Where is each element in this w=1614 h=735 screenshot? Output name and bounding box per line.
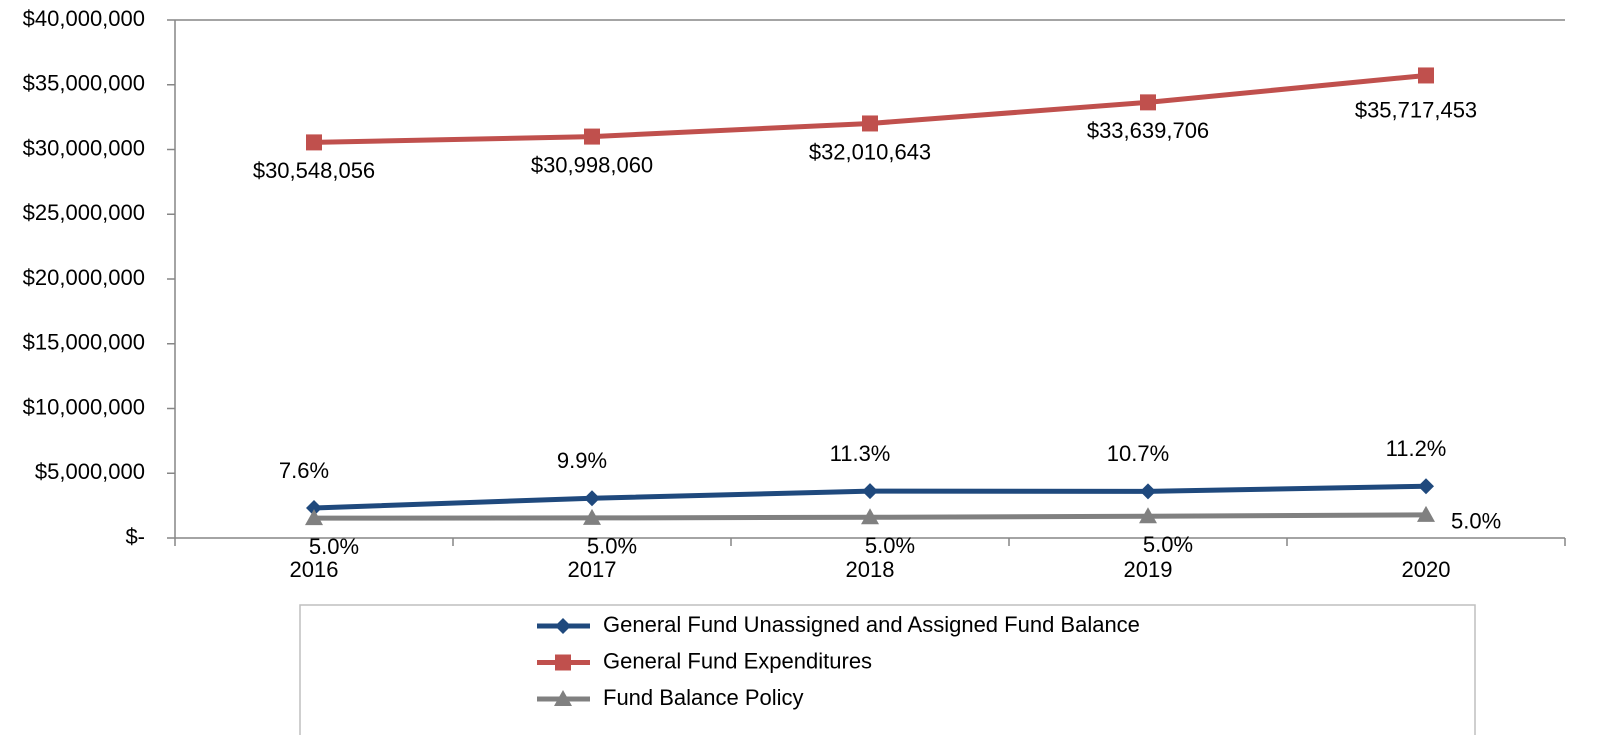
data-point xyxy=(1140,483,1156,500)
x-tick-label: 2016 xyxy=(290,557,339,582)
y-tick-label: $40,000,000 xyxy=(23,6,145,31)
legend-label: General Fund Unassigned and Assigned Fun… xyxy=(603,612,1140,637)
data-label: 5.0% xyxy=(1143,532,1193,557)
x-tick-label: 2019 xyxy=(1124,557,1173,582)
x-tick-label: 2020 xyxy=(1402,557,1451,582)
data-point xyxy=(1418,67,1434,84)
data-label: $33,639,706 xyxy=(1087,118,1209,143)
data-point xyxy=(1140,94,1156,111)
data-label: $30,998,060 xyxy=(531,152,653,177)
data-label: 5.0% xyxy=(865,533,915,558)
data-point xyxy=(305,509,323,526)
data-label: 10.7% xyxy=(1107,441,1169,466)
data-label: 11.2% xyxy=(1386,436,1447,461)
data-point xyxy=(1417,505,1435,522)
x-tick-label: 2017 xyxy=(568,557,617,582)
data-point xyxy=(862,115,878,132)
y-tick-label: $10,000,000 xyxy=(23,394,145,419)
data-label: 5.0% xyxy=(309,534,359,559)
legend-marker xyxy=(554,690,572,706)
y-tick-label: $5,000,000 xyxy=(35,459,145,484)
data-point xyxy=(583,508,601,525)
series-line xyxy=(313,72,1427,145)
x-tick-label: 2018 xyxy=(846,557,895,582)
y-tick-label: $30,000,000 xyxy=(23,135,145,160)
data-point xyxy=(861,508,879,525)
data-point xyxy=(306,134,322,151)
legend-marker xyxy=(555,654,571,671)
data-label: 7.6% xyxy=(279,458,329,483)
data-label: $30,548,056 xyxy=(253,158,375,183)
y-tick-label: $15,000,000 xyxy=(23,330,145,355)
y-tick-label: $25,000,000 xyxy=(23,200,145,225)
legend-marker xyxy=(555,618,571,634)
data-label: $35,717,453 xyxy=(1355,97,1477,122)
data-point xyxy=(1139,507,1157,524)
y-tick-label: $20,000,000 xyxy=(23,265,145,290)
data-point xyxy=(306,499,322,516)
data-point xyxy=(584,128,600,145)
data-label: 9.9% xyxy=(557,448,607,473)
legend-label: Fund Balance Policy xyxy=(603,685,804,710)
data-label: 5.0% xyxy=(1451,509,1501,534)
data-label: $32,010,643 xyxy=(809,139,931,164)
data-label: 5.0% xyxy=(587,534,637,559)
data-point xyxy=(584,490,600,507)
legend-box xyxy=(299,604,1476,735)
data-point xyxy=(1418,478,1434,495)
legend-label: General Fund Expenditures xyxy=(603,648,872,673)
data-label: 11.3% xyxy=(830,441,891,466)
y-tick-label: $35,000,000 xyxy=(23,71,145,96)
data-point xyxy=(862,483,878,500)
y-tick-label: $- xyxy=(125,524,145,549)
